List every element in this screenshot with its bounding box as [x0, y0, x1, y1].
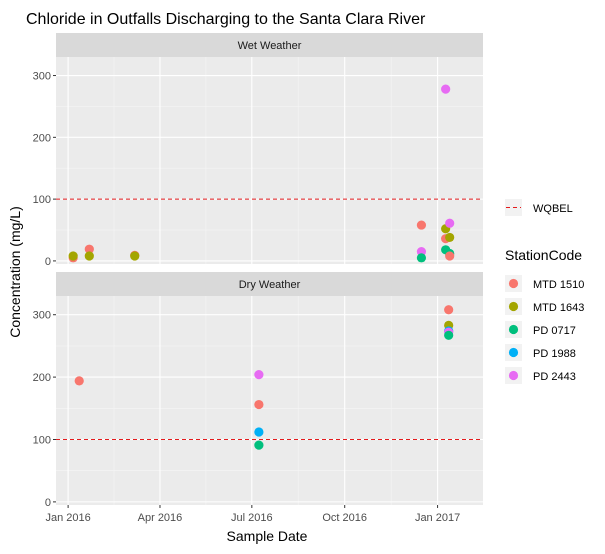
x-axis-label: Sample Date	[227, 528, 308, 544]
y-tick-label: 300	[33, 71, 51, 83]
x-tick-label: Jan 2016	[45, 512, 90, 524]
panels: Wet Weather 0 100 200 300 Dry Weather 0 100 200 3…	[33, 33, 483, 524]
legend-label: PD 2443	[533, 371, 576, 383]
panel-dry: Dry Weather 0 100 200 300 Jan 2016 Apr 2016 Jul…	[33, 272, 483, 524]
legend-title: StationCode	[505, 247, 582, 263]
x-tick-label: Jul 2016	[231, 512, 273, 524]
data-point	[416, 253, 427, 263]
y-tick-label: 300	[33, 310, 51, 322]
data-point	[254, 427, 264, 437]
legend: WQBEL StationCode MTD 1510 MTD 1643 PD 0717 P…	[505, 199, 584, 384]
legend-key-point	[508, 301, 519, 312]
panel-wet: Wet Weather 0 100 200 300	[33, 33, 483, 268]
panel-background	[56, 296, 483, 505]
legend-key-point	[508, 370, 519, 381]
legend-key-point	[508, 278, 519, 289]
facet-strip	[56, 33, 483, 57]
x-tick-label: Oct 2016	[322, 512, 367, 524]
data-point	[254, 440, 264, 450]
y-tick-label: 0	[45, 256, 51, 268]
data-point	[84, 251, 94, 261]
data-point	[445, 232, 455, 243]
data-point	[130, 251, 140, 261]
data-point	[416, 220, 427, 230]
data-point	[445, 218, 455, 228]
data-point	[74, 376, 84, 386]
data-point	[441, 84, 451, 94]
data-point	[254, 370, 264, 380]
data-point	[84, 244, 94, 254]
legend-key-point	[508, 347, 519, 358]
facet-strip-label: Dry Weather	[239, 279, 301, 291]
facet-strip-label: Wet Weather	[238, 40, 302, 52]
chart-title: Chloride in Outfalls Discharging to the …	[26, 11, 426, 28]
legend-key-point	[508, 324, 519, 335]
x-tick-label: Jan 2017	[415, 512, 460, 524]
y-tick-label: 100	[33, 434, 51, 446]
y-tick-label: 200	[33, 132, 51, 144]
y-tick-label: 200	[33, 372, 51, 384]
x-tick-label: Apr 2016	[138, 512, 183, 524]
data-point	[445, 251, 455, 261]
panel-background	[56, 57, 483, 264]
legend-label: PD 1988	[533, 348, 576, 360]
data-point	[68, 251, 78, 261]
data-point	[444, 305, 454, 315]
legend-label: MTD 1510	[533, 279, 584, 291]
legend-label: MTD 1643	[533, 302, 584, 314]
data-point	[254, 399, 264, 410]
legend-label-wqbel: WQBEL	[533, 203, 573, 215]
legend-label: PD 0717	[533, 325, 576, 337]
data-point	[444, 330, 454, 340]
y-tick-label: 100	[33, 194, 51, 206]
y-tick-label: 0	[45, 497, 51, 509]
facet-strip	[56, 272, 483, 296]
y-axis-label: Concentration (mg/L)	[7, 206, 23, 338]
